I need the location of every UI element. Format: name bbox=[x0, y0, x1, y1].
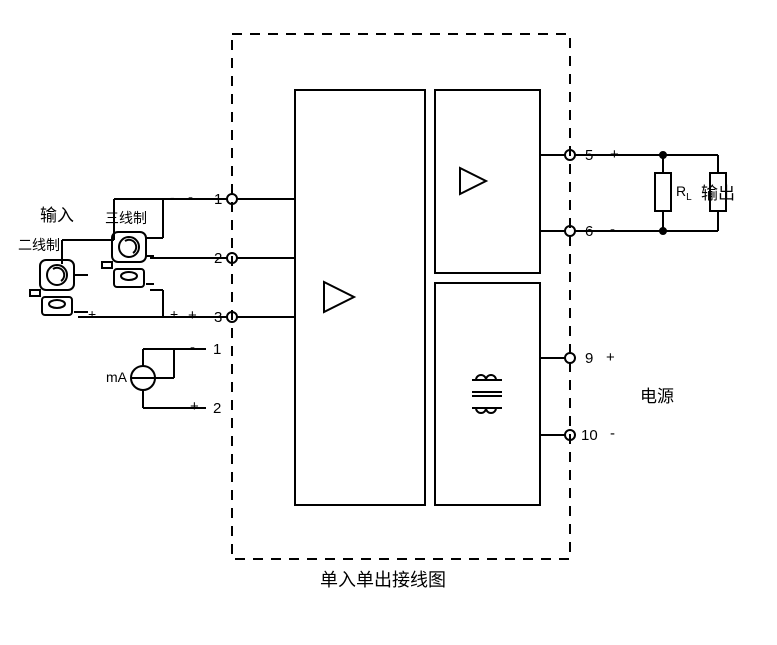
three-wire-minus: - bbox=[170, 190, 175, 204]
schematic-svg bbox=[0, 0, 777, 645]
power-title: 电源 bbox=[640, 388, 674, 405]
pin-6-polarity: - bbox=[610, 222, 615, 237]
diagram-caption: 单入单出接线图 bbox=[320, 571, 446, 589]
pin-3-left-polarity: + bbox=[188, 308, 197, 323]
input-title: 输入 bbox=[40, 207, 74, 224]
pin-2-alt: 2 bbox=[213, 401, 221, 416]
pin-1-left-polarity: - bbox=[188, 190, 193, 205]
pin-3-left: 3 bbox=[214, 310, 222, 325]
pin-1-alt-polarity: - bbox=[190, 340, 195, 355]
pin-2-alt-polarity: + bbox=[190, 399, 199, 414]
mA-label: mA bbox=[106, 370, 127, 384]
pin-9-polarity: + bbox=[606, 350, 615, 365]
pin-10: 10 bbox=[581, 428, 598, 443]
pin-10-polarity: - bbox=[610, 426, 615, 441]
pin-5: 5 bbox=[585, 148, 593, 163]
two-wire-plus: + bbox=[88, 307, 96, 321]
pin-1-left: 1 bbox=[214, 192, 222, 207]
pin-2-left: 2 bbox=[214, 251, 222, 266]
three-wire-label: 三线制 bbox=[105, 211, 147, 225]
pin-5-polarity: + bbox=[610, 147, 619, 162]
diagram-canvas: 输入 二线制 三线制 mA 1 2 3 - + 1 2 - + + - + 5 … bbox=[0, 0, 777, 645]
pin-6: 6 bbox=[585, 224, 593, 239]
output-title: 输出 bbox=[701, 185, 735, 202]
pin-9: 9 bbox=[585, 351, 593, 366]
load-label: RL bbox=[676, 184, 692, 203]
three-wire-plus: + bbox=[170, 307, 178, 321]
pin-1-alt: 1 bbox=[213, 342, 221, 357]
two-wire-label: 二线制 bbox=[18, 238, 60, 252]
